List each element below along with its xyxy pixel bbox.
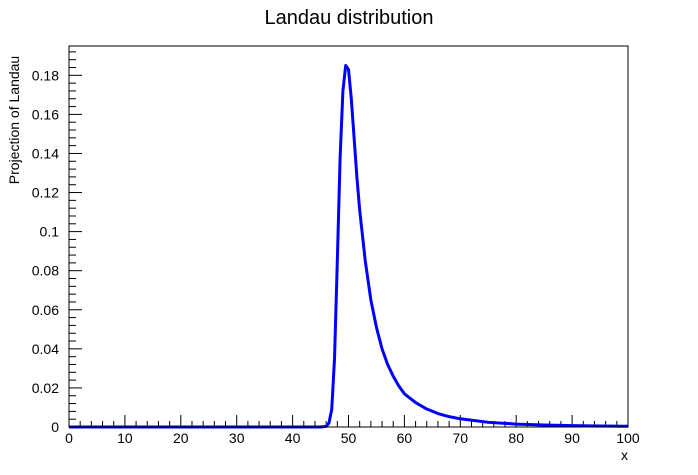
y-tick-label: 0.18 — [32, 67, 59, 83]
plot-frame — [68, 45, 629, 428]
y-tick-label: 0.02 — [32, 380, 59, 396]
x-tick-label: 40 — [285, 430, 301, 446]
axis-tick-labels: 0 10 20 30 40 50 60 70 80 90 100 0 0.02 0.04 0.06 0.08 0… — [32, 67, 640, 446]
x-tick-label: 30 — [229, 430, 245, 446]
chart-title: Landau distribution — [264, 7, 433, 29]
y-tick-label: 0.1 — [40, 224, 60, 240]
x-tick-label: 20 — [173, 430, 189, 446]
x-tick-label: 60 — [397, 430, 413, 446]
x-tick-label: 10 — [117, 430, 133, 446]
y-tick-label: 0.06 — [32, 302, 59, 318]
y-tick-label: 0.12 — [32, 185, 59, 201]
x-tick-label: 50 — [341, 430, 357, 446]
y-tick-label: 0.08 — [32, 263, 59, 279]
x-tick-label: 90 — [564, 430, 580, 446]
series-line-0 — [69, 64, 629, 429]
y-tick-label: 0.16 — [32, 106, 59, 122]
x-tick-label: 0 — [65, 430, 73, 446]
x-tick-label: 100 — [616, 430, 640, 446]
y-tick-label: 0.04 — [32, 341, 59, 357]
x-tick-label: 70 — [453, 430, 469, 446]
plot-series — [69, 64, 629, 429]
y-axis-label: Projection of Landau — [6, 56, 22, 184]
x-axis-label: x — [621, 447, 628, 463]
y-tick-label: 0 — [51, 419, 59, 435]
x-tick-label: 80 — [508, 430, 524, 446]
y-tick-label: 0.14 — [32, 145, 59, 161]
